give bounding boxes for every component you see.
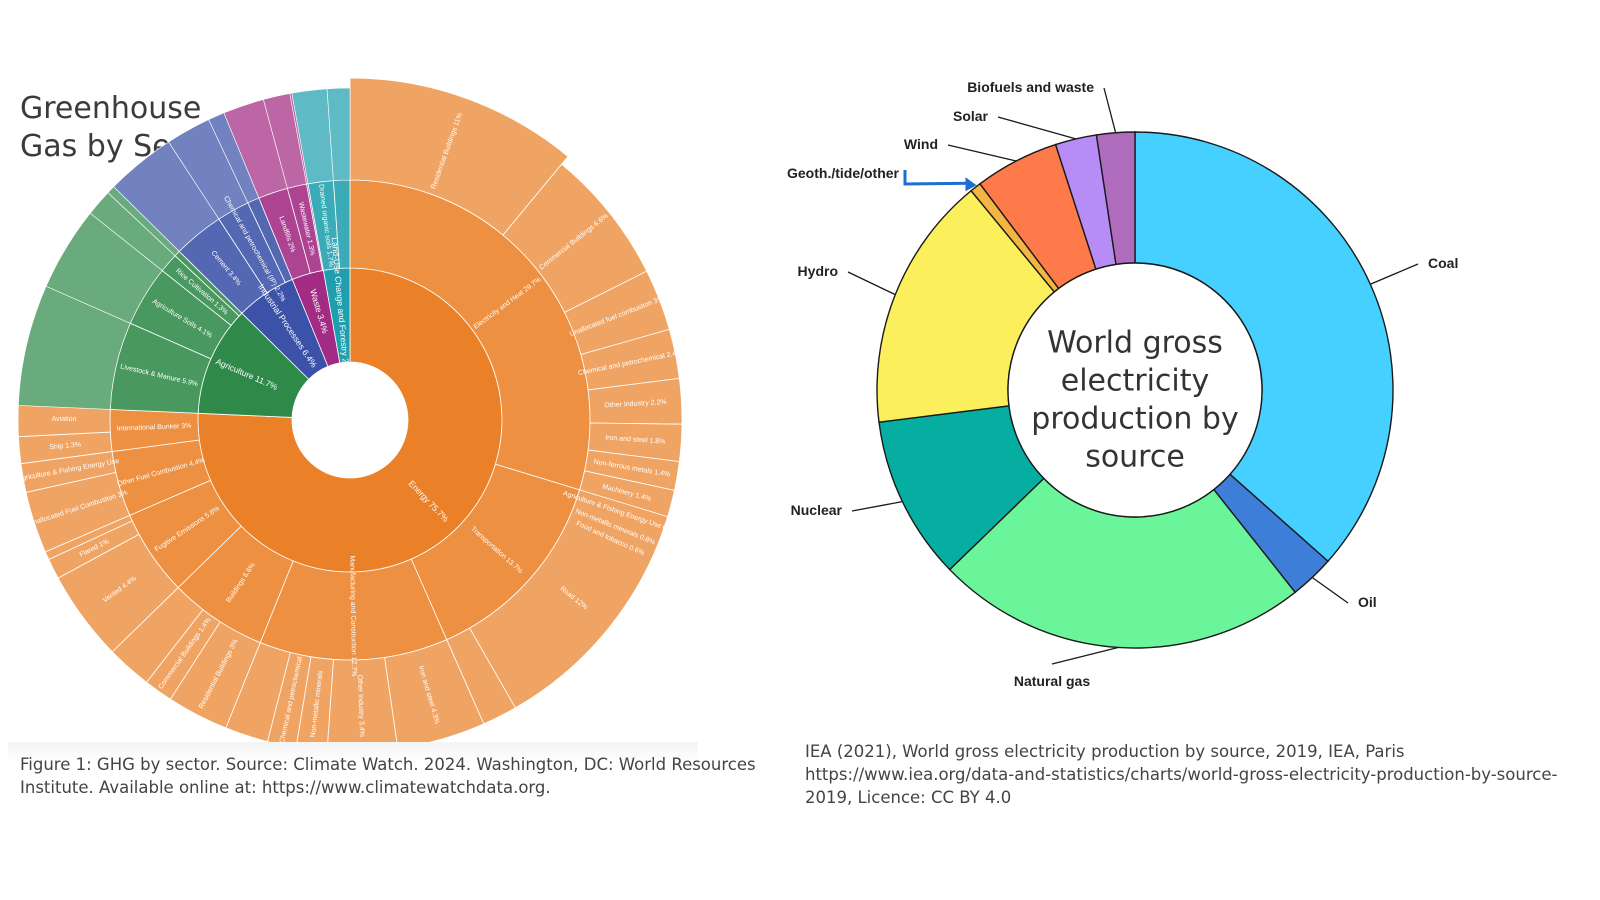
sunburst-outer-filler-other-land-use bbox=[326, 87, 351, 181]
donut-center-title-line-3: production by bbox=[1031, 402, 1238, 437]
caption-band bbox=[8, 742, 698, 764]
donut-leader-wind bbox=[947, 144, 1017, 162]
ghg-caption-line-2: Institute. Available online at: https://… bbox=[20, 778, 551, 797]
donut-label-hydro: Hydro bbox=[798, 263, 838, 279]
donut-slices bbox=[876, 131, 1394, 649]
donut-leader-geoth-tide-other bbox=[903, 170, 972, 186]
donut-leader-hydro bbox=[847, 271, 896, 296]
donut-center-title-line-2: electricity bbox=[1061, 364, 1210, 399]
donut-leader-solar bbox=[997, 116, 1076, 140]
sunburst-outer-label-international-bunker-aviation: Aviation bbox=[52, 416, 77, 423]
ghg-sunburst-chart: Energy 75.7%Agriculture 11.7%Industrial … bbox=[17, 77, 683, 753]
sunburst-inner-ring bbox=[197, 267, 503, 573]
ghg-caption-line-1: Figure 1: GHG by sector. Source: Climate… bbox=[20, 755, 756, 774]
donut-leader-natural-gas bbox=[1051, 646, 1119, 665]
donut-label-solar: Solar bbox=[953, 108, 989, 124]
donut-label-biofuels-and-waste: Biofuels and waste bbox=[967, 79, 1094, 95]
donut-leader-arrow bbox=[965, 177, 977, 192]
sunburst-outer-label-electricity-and-heat-other-industry: Other Industry 2.2% bbox=[604, 399, 667, 410]
donut-center-title-line-4: source bbox=[1085, 440, 1185, 475]
donut-center-title-line-1: World gross bbox=[1047, 326, 1223, 361]
donut-label-coal: Coal bbox=[1428, 255, 1458, 271]
ghg-title-line-1: Greenhouse bbox=[20, 91, 202, 126]
donut-label-nuclear: Nuclear bbox=[791, 502, 843, 518]
sunburst-outer-ring bbox=[17, 77, 683, 753]
donut-leader-nuclear bbox=[851, 500, 903, 512]
donut-label-wind: Wind bbox=[904, 136, 938, 152]
sunburst-middle-ring bbox=[109, 179, 591, 661]
iea-caption-line-3: 2019, Licence: CC BY 4.0 bbox=[805, 788, 1012, 807]
iea-caption: IEA (2021), World gross electricity prod… bbox=[805, 740, 1595, 809]
donut-leader-biofuels-and-waste bbox=[1103, 87, 1117, 133]
sunburst-label-international-bunker: International Bunker 3% bbox=[117, 423, 192, 433]
iea-caption-line-1: IEA (2021), World gross electricity prod… bbox=[805, 742, 1405, 761]
sunburst-outer-label-manufacturing-and-construction-other-industry: Other Industry 3.4% bbox=[356, 675, 365, 737]
donut-center-hole bbox=[1007, 262, 1263, 518]
sunburst-outer-label-international-bunker-ship: Ship 1.3% bbox=[49, 441, 81, 451]
sunburst-outer-slice-electricity-and-heat-residential-buildings bbox=[349, 77, 569, 236]
donut-label-oil: Oil bbox=[1358, 594, 1377, 610]
donut-label-natural-gas: Natural gas bbox=[1014, 673, 1090, 689]
donut-labels: Coal Oil Natural gas Nuclear Hydro Geoth./tid… bbox=[787, 79, 1458, 689]
sunburst-center-hole bbox=[292, 362, 408, 478]
donut-leader-coal bbox=[1370, 263, 1419, 285]
donut-leader-oil bbox=[1311, 576, 1349, 604]
sunburst-label-manufacturing-and-construction: Manufacturing and Construction 12.7% bbox=[348, 555, 357, 676]
electricity-donut-chart: Coal Oil Natural gas Nuclear Hydro Geoth./tid… bbox=[787, 79, 1458, 689]
iea-caption-line-2: https://www.iea.org/data-and-statistics/… bbox=[805, 765, 1558, 784]
ghg-caption: Figure 1: GHG by sector. Source: Climate… bbox=[20, 753, 780, 799]
donut-label-geoth-tide-other: Geoth./tide/other bbox=[787, 165, 900, 181]
sunburst-outer-label-electricity-and-heat-iron-and-steel: Iron and steel 1.8% bbox=[605, 435, 666, 446]
